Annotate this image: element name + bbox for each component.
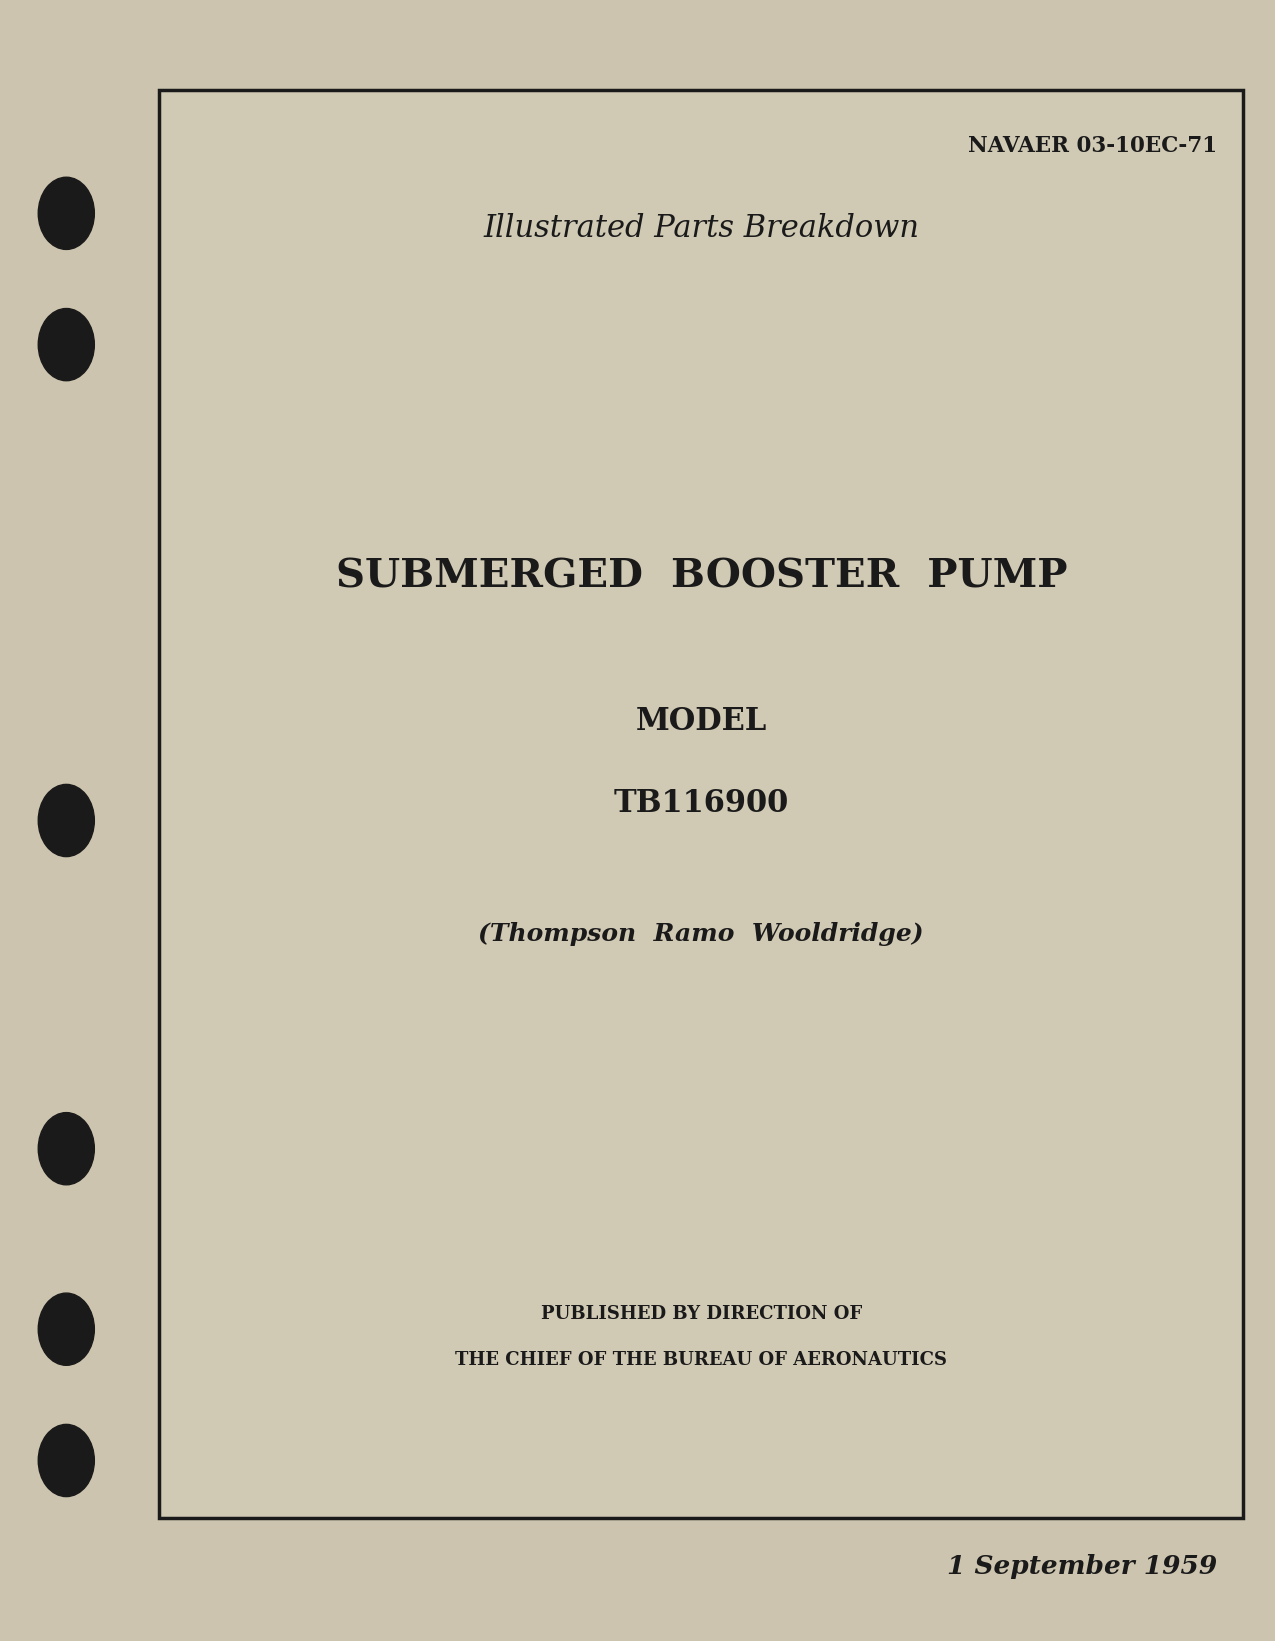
- Text: SUBMERGED  BOOSTER  PUMP: SUBMERGED BOOSTER PUMP: [335, 558, 1067, 596]
- Text: (Thompson  Ramo  Wooldridge): (Thompson Ramo Wooldridge): [478, 922, 924, 947]
- Circle shape: [38, 1293, 94, 1365]
- Circle shape: [38, 1424, 94, 1497]
- Circle shape: [38, 1113, 94, 1185]
- Circle shape: [38, 784, 94, 857]
- Text: THE CHIEF OF THE BUREAU OF AERONAUTICS: THE CHIEF OF THE BUREAU OF AERONAUTICS: [455, 1351, 947, 1369]
- Text: MODEL: MODEL: [636, 706, 766, 737]
- Text: 1 September 1959: 1 September 1959: [947, 1554, 1218, 1579]
- Circle shape: [38, 309, 94, 381]
- Bar: [159, 90, 1243, 1518]
- Text: Illustrated Parts Breakdown: Illustrated Parts Breakdown: [483, 213, 919, 245]
- Text: PUBLISHED BY DIRECTION OF: PUBLISHED BY DIRECTION OF: [541, 1305, 862, 1323]
- Text: NAVAER 03-10EC-71: NAVAER 03-10EC-71: [969, 135, 1218, 156]
- Text: TB116900: TB116900: [613, 788, 789, 819]
- Circle shape: [38, 177, 94, 249]
